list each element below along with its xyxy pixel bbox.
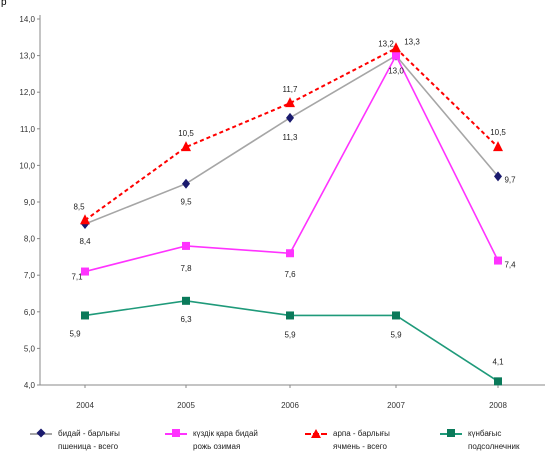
data-point bbox=[182, 241, 190, 250]
data-point bbox=[285, 97, 295, 108]
chart-axes: 4,0 5,0 6,0 7,0 8,0 9,0 10,0 11,0 12,0 13,0 14,0 20… bbox=[19, 15, 545, 410]
data-label: 9,7 bbox=[504, 175, 516, 184]
legend-label: арпа - барлығы bbox=[333, 429, 390, 438]
y-tick-label: 11,0 bbox=[20, 125, 36, 134]
data-label: 13,2 bbox=[378, 39, 394, 48]
data-point bbox=[181, 141, 191, 152]
data-label: 9,5 bbox=[180, 198, 192, 207]
legend-label-translation: подсолнечник bbox=[468, 442, 520, 451]
legend-marker bbox=[447, 429, 455, 437]
data-point bbox=[81, 311, 89, 320]
data-point bbox=[182, 296, 190, 305]
data-point bbox=[494, 377, 502, 386]
data-point bbox=[494, 256, 502, 265]
data-label: 8,4 bbox=[79, 237, 91, 246]
legend-marker bbox=[311, 429, 321, 438]
chart-legend: бидай - барлығы пшеница - всего күздік қар… bbox=[0, 428, 550, 471]
y-tick-label: 5,0 bbox=[24, 344, 36, 353]
data-point bbox=[286, 311, 294, 320]
data-point bbox=[286, 112, 294, 123]
x-tick-label: 2005 bbox=[177, 401, 195, 410]
data-label: 7,6 bbox=[284, 270, 296, 279]
line-chart: 4,0 5,0 6,0 7,0 8,0 9,0 10,0 11,0 12,0 13,0 14,0 20… bbox=[19, 15, 545, 410]
data-label: 7,1 bbox=[71, 273, 83, 282]
data-point bbox=[392, 51, 400, 60]
y-tick-label: 7,0 bbox=[24, 271, 36, 280]
y-tick-label: 4,0 bbox=[24, 381, 36, 390]
data-label: 8,5 bbox=[73, 202, 85, 211]
legend-marker bbox=[36, 428, 46, 438]
data-label: 4,1 bbox=[492, 357, 504, 366]
data-label: 13,0 bbox=[388, 67, 404, 76]
x-tick-label: 2008 bbox=[489, 401, 507, 410]
data-point bbox=[392, 311, 400, 320]
data-label: 6,3 bbox=[180, 315, 192, 324]
data-point bbox=[81, 267, 89, 276]
y-tick-label: 6,0 bbox=[24, 308, 36, 317]
y-tick-label: 8,0 bbox=[24, 235, 36, 244]
y-tick-label: 10,0 bbox=[19, 161, 35, 170]
data-point bbox=[494, 171, 502, 182]
data-label: 11,3 bbox=[283, 133, 299, 142]
data-label: 5,9 bbox=[284, 330, 296, 339]
y-tick-label: 13,0 bbox=[19, 52, 35, 61]
legend-marker bbox=[172, 429, 180, 437]
data-label: 7,4 bbox=[504, 261, 516, 270]
chart-data-labels: 8,4 9,5 11,3 13,0 9,7 7,1 7,8 7,6 7,4 8,5 10,5 11,7… bbox=[69, 37, 516, 366]
legend-label: бидай - барлығы bbox=[58, 429, 120, 438]
x-tick-label: 2006 bbox=[281, 401, 299, 410]
data-label: 5,9 bbox=[69, 329, 81, 338]
data-label: 13,3 bbox=[404, 37, 420, 46]
data-point bbox=[286, 249, 294, 258]
legend-label: күздік қара бидай bbox=[193, 429, 258, 438]
corner-text: р bbox=[1, 0, 7, 8]
data-label: 10,5 bbox=[490, 128, 506, 137]
y-tick-label: 9,0 bbox=[24, 198, 36, 207]
legend-label-translation: ячмень - всего bbox=[333, 442, 387, 451]
x-tick-label: 2004 bbox=[76, 401, 94, 410]
data-point bbox=[391, 42, 401, 53]
data-label: 11,7 bbox=[283, 85, 299, 94]
legend-label-translation: рожь озимая bbox=[193, 442, 241, 451]
data-point bbox=[80, 214, 90, 225]
data-point bbox=[182, 178, 190, 189]
x-tick-label: 2007 bbox=[387, 401, 405, 410]
y-tick-label: 14,0 bbox=[19, 15, 35, 24]
y-tick-label: 12,0 bbox=[19, 88, 35, 97]
data-point bbox=[493, 141, 503, 152]
legend-label-translation: пшеница - всего bbox=[58, 442, 119, 451]
data-label: 7,8 bbox=[180, 264, 192, 273]
data-label: 10,5 bbox=[178, 129, 194, 138]
legend-label: күнбағыс bbox=[468, 429, 502, 438]
data-label: 5,9 bbox=[390, 330, 402, 339]
chart-series bbox=[80, 42, 503, 386]
